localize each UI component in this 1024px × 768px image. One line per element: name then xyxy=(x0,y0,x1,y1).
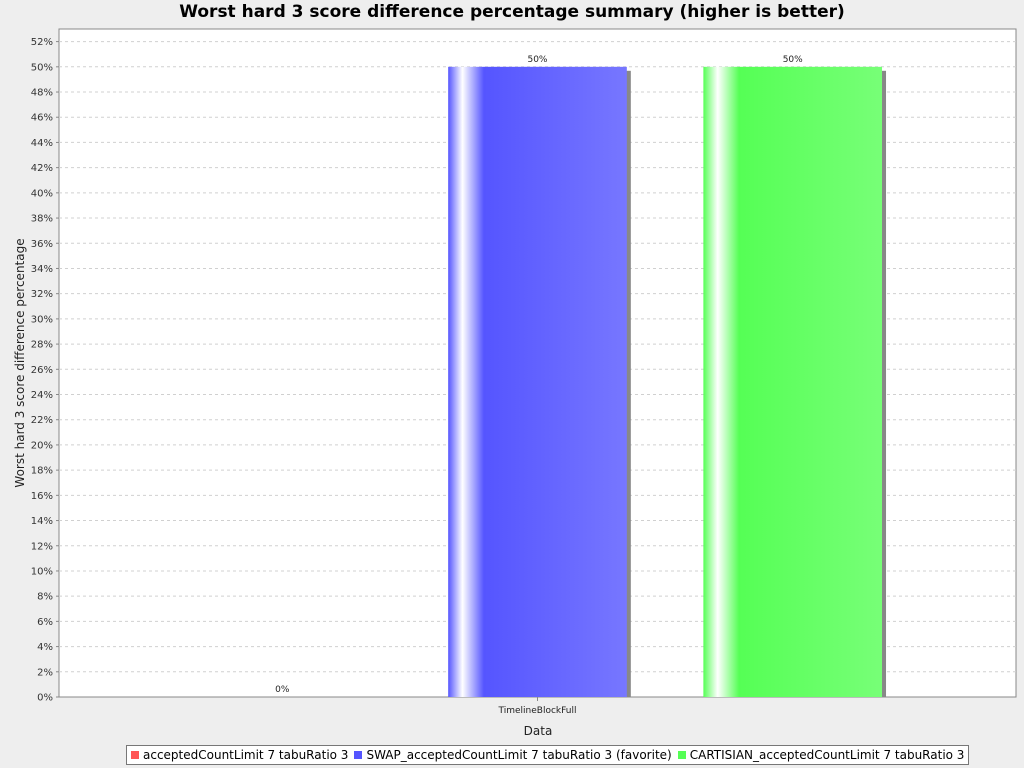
y-tick-label: 0% xyxy=(37,693,53,704)
y-tick-label: 46% xyxy=(31,113,53,124)
y-tick-label: 24% xyxy=(31,390,53,401)
y-axis-ticks: 0% 2% 4% 6% 8% 10% 12% 14% 16% 18% 20% 22% 24% 26% 28%… xyxy=(31,37,59,704)
y-axis-title: Worst hard 3 score difference percentage xyxy=(13,238,27,487)
chart-title: Worst hard 3 score difference percentage… xyxy=(179,2,845,22)
x-axis-title: Data xyxy=(524,724,553,738)
legend-swatch xyxy=(131,751,139,759)
y-tick-label: 48% xyxy=(31,88,53,99)
y-tick-label: 8% xyxy=(37,592,53,603)
legend: acceptedCountLimit 7 tabuRatio 3 SWAP_acc… xyxy=(126,745,970,765)
legend-swatch xyxy=(354,751,363,759)
y-tick-label: 16% xyxy=(31,491,53,502)
y-tick-label: 50% xyxy=(31,62,53,73)
y-tick-label: 34% xyxy=(31,264,53,275)
y-tick-label: 4% xyxy=(37,642,53,653)
data-labels: 0% 50% 50% xyxy=(275,55,803,695)
data-label: 50% xyxy=(783,55,803,65)
y-tick-label: 52% xyxy=(31,37,53,48)
data-label: 0% xyxy=(275,685,290,695)
y-tick-label: 40% xyxy=(31,188,53,199)
y-tick-label: 20% xyxy=(31,440,53,451)
y-tick-label: 32% xyxy=(31,289,53,300)
y-tick-label: 12% xyxy=(31,541,53,552)
y-tick-label: 6% xyxy=(37,617,53,628)
y-tick-label: 28% xyxy=(31,340,53,351)
y-tick-label: 42% xyxy=(31,163,53,174)
y-tick-label: 14% xyxy=(31,516,53,527)
legend-item: acceptedCountLimit 7 tabuRatio 3 xyxy=(131,748,348,762)
bar xyxy=(703,66,883,697)
bar xyxy=(448,66,627,697)
legend-label: SWAP_acceptedCountLimit 7 tabuRatio 3 (f… xyxy=(366,748,672,762)
y-tick-label: 44% xyxy=(31,138,53,149)
y-tick-label: 18% xyxy=(31,466,53,477)
y-tick-label: 22% xyxy=(31,415,53,426)
y-tick-label: 30% xyxy=(31,314,53,325)
legend-label: acceptedCountLimit 7 tabuRatio 3 xyxy=(143,748,349,762)
y-tick-label: 2% xyxy=(37,667,53,678)
data-label: 50% xyxy=(527,55,547,65)
legend-item: SWAP_acceptedCountLimit 7 tabuRatio 3 (f… xyxy=(354,748,672,762)
y-tick-label: 38% xyxy=(31,214,53,225)
legend-label: CARTISIAN_acceptedCountLimit 7 tabuRatio… xyxy=(689,748,965,762)
legend-swatch xyxy=(677,751,686,759)
y-tick-label: 26% xyxy=(31,365,53,376)
y-tick-label: 10% xyxy=(31,566,53,577)
bars xyxy=(448,66,887,697)
legend-item: CARTISIAN_acceptedCountLimit 7 tabuRatio… xyxy=(677,748,965,762)
y-tick-label: 36% xyxy=(31,239,53,250)
bar-chart: 0% 2% 4% 6% 8% 10% 12% 14% 16% 18% 20% 22% 24% 26% 28%… xyxy=(13,28,1017,738)
category-label: TimelineBlockFull xyxy=(498,706,577,716)
